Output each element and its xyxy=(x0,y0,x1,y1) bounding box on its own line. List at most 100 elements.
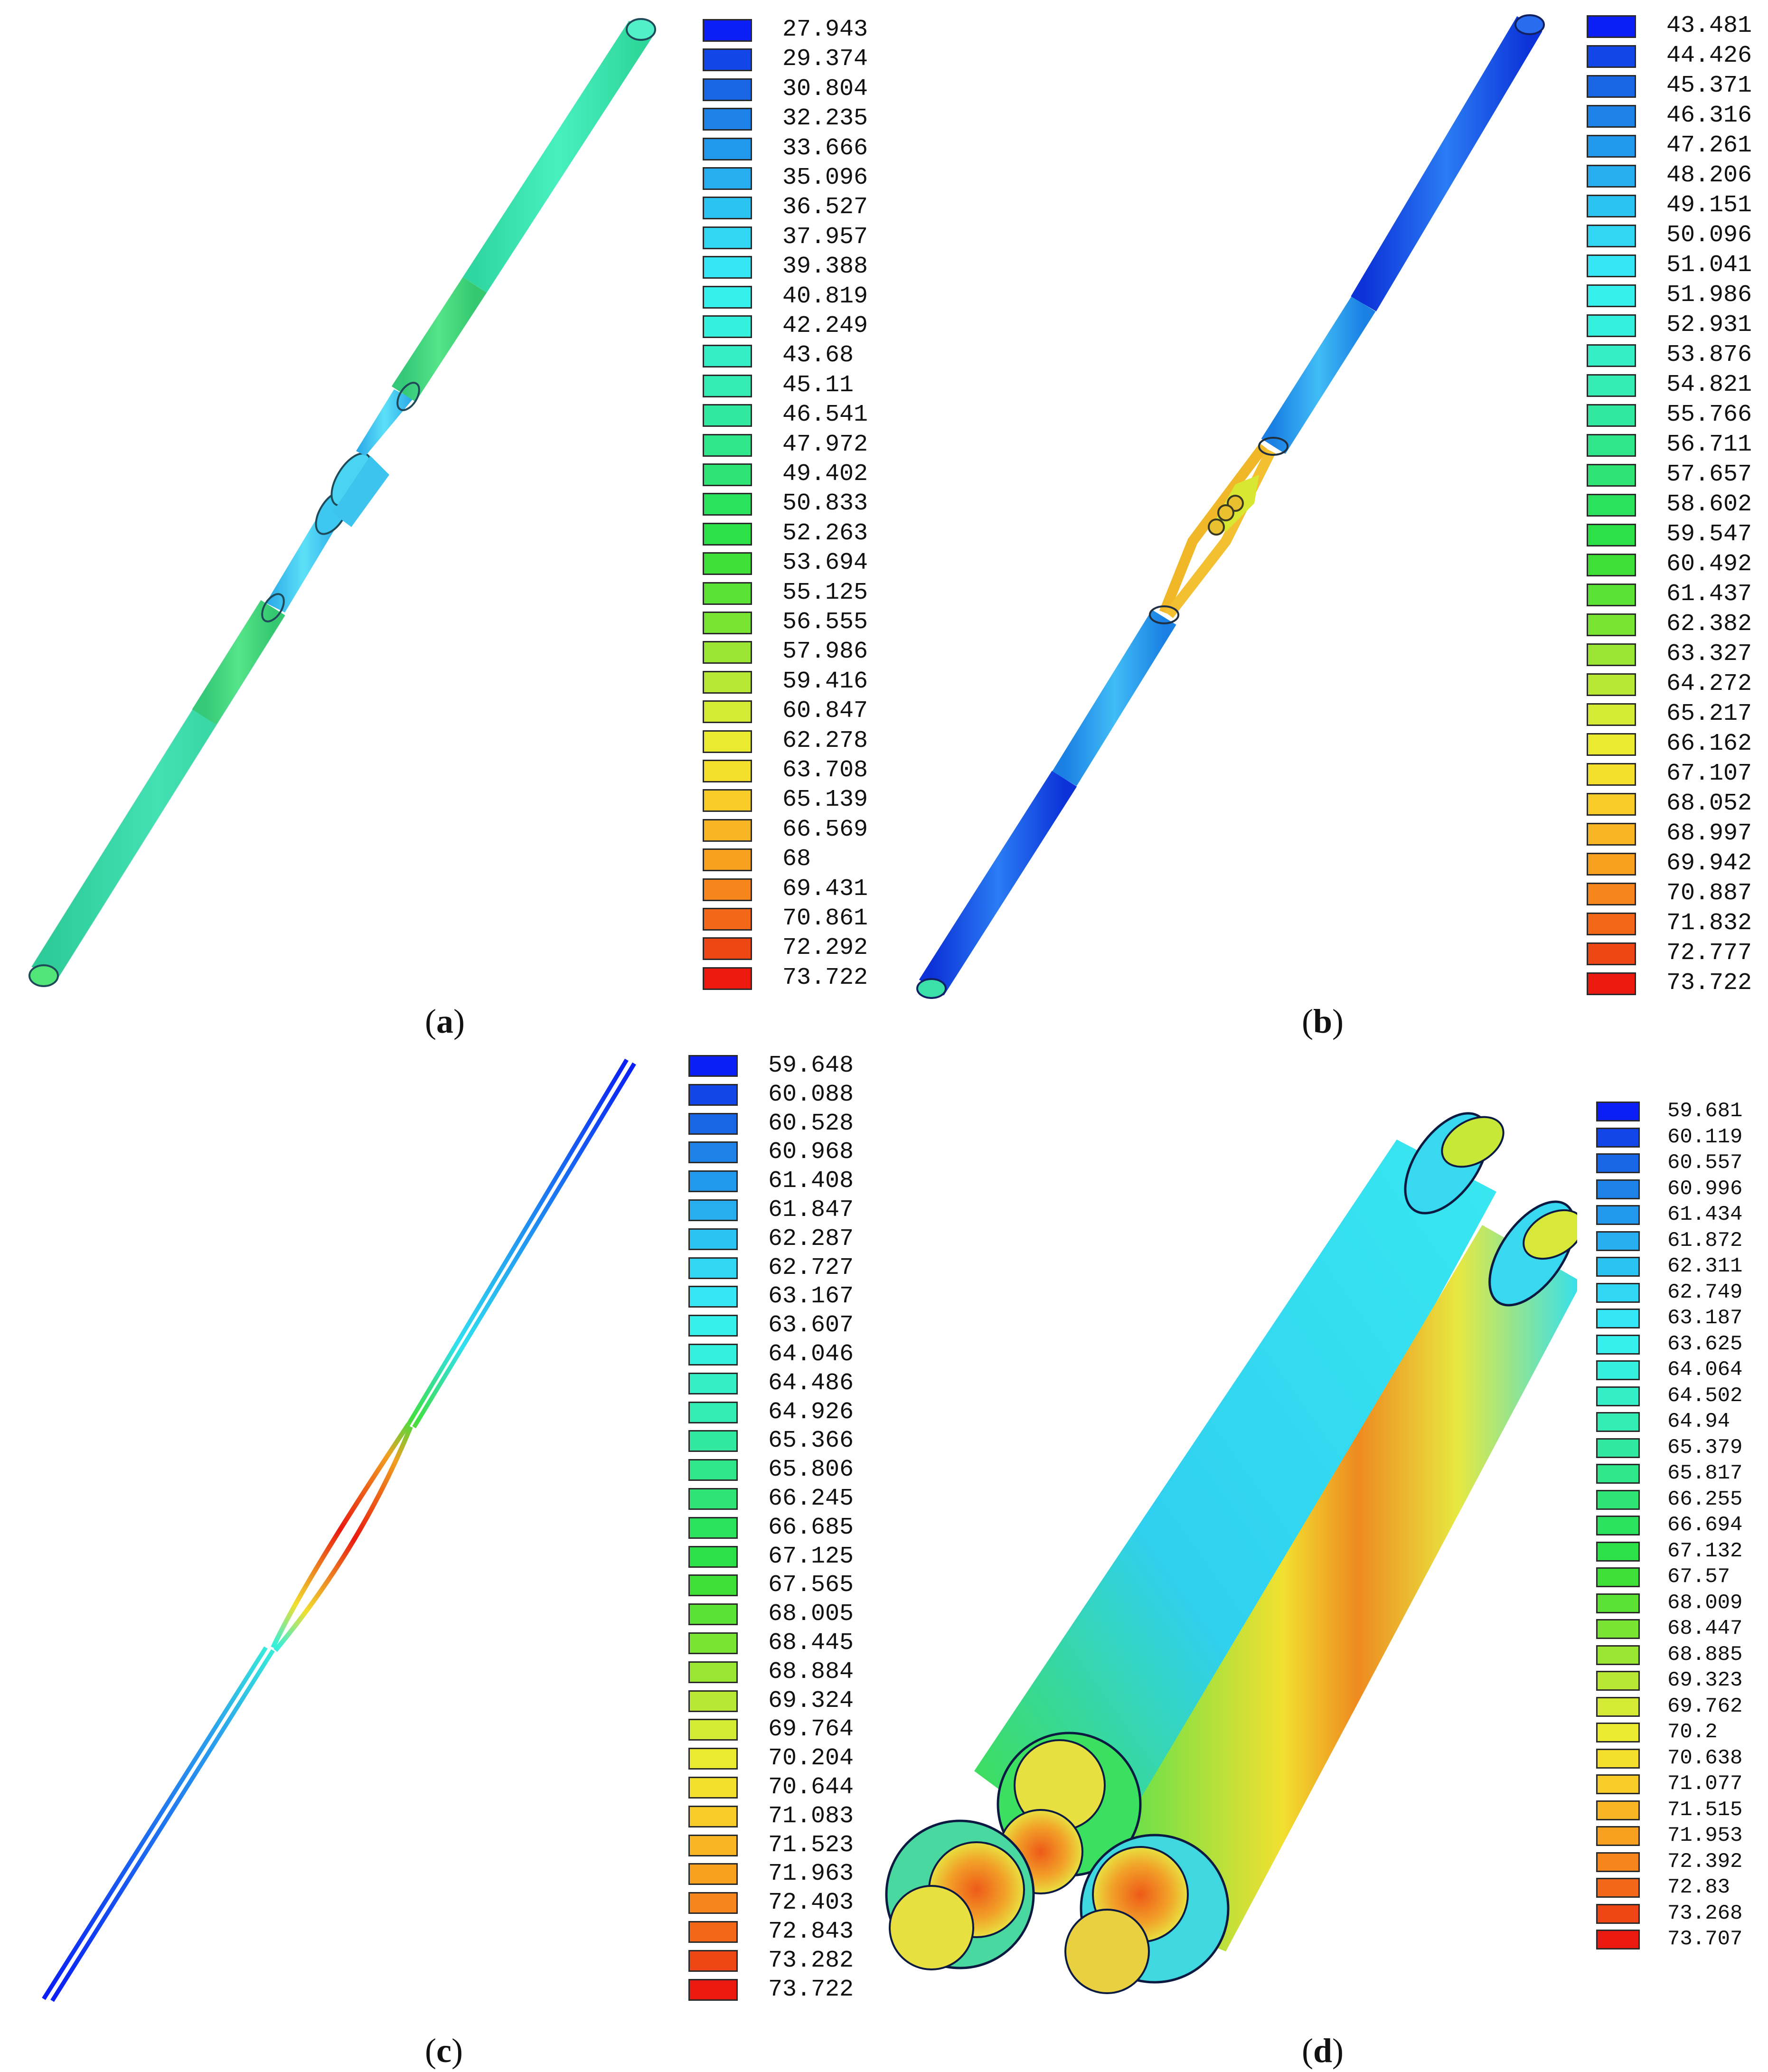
legend-value: 50.096 xyxy=(1666,222,1752,249)
legend-swatch xyxy=(1596,1619,1640,1639)
legend-value: 68.009 xyxy=(1667,1591,1743,1615)
legend-value: 71.523 xyxy=(768,1831,854,1859)
legend-value: 72.83 xyxy=(1667,1875,1730,1899)
legend-swatch xyxy=(703,760,752,782)
legend-swatch xyxy=(688,1257,738,1279)
legend-swatch xyxy=(1587,404,1636,427)
legend-swatch xyxy=(688,1170,738,1193)
legend-swatch xyxy=(688,1459,738,1481)
legend-value: 61.872 xyxy=(1667,1228,1743,1253)
legend-value: 46.316 xyxy=(1666,102,1752,129)
legend-value: 63.187 xyxy=(1667,1306,1743,1330)
legend-swatch xyxy=(703,700,752,724)
legend-value: 45.371 xyxy=(1666,72,1752,99)
legend-swatch xyxy=(1587,314,1636,337)
legend-value: 68.005 xyxy=(768,1601,854,1628)
legend-swatch xyxy=(688,1344,738,1366)
legend-swatch xyxy=(688,1921,738,1943)
legend-swatch xyxy=(1587,105,1636,128)
legend-swatch xyxy=(703,670,752,694)
legend-swatch xyxy=(703,789,752,812)
panel-d-caption: (d) xyxy=(1302,2032,1344,2070)
legend-value: 65.817 xyxy=(1667,1461,1743,1485)
legend-value: 51.986 xyxy=(1666,282,1752,309)
legend-swatch xyxy=(688,1805,738,1827)
legend-value: 68.884 xyxy=(768,1658,854,1686)
panel-c-caption: (c) xyxy=(425,2032,463,2070)
legend-swatch xyxy=(1596,1878,1640,1898)
legend-swatch xyxy=(1596,1231,1640,1251)
legend-value: 64.046 xyxy=(768,1341,854,1368)
legend-value: 70.638 xyxy=(1667,1746,1743,1770)
legend-swatch xyxy=(1596,1309,1640,1328)
legend-value: 60.088 xyxy=(768,1081,854,1108)
legend-value: 59.681 xyxy=(1667,1099,1743,1123)
legend-value: 70.644 xyxy=(768,1774,854,1801)
legend-swatch xyxy=(703,256,752,279)
legend-value: 66.245 xyxy=(768,1485,854,1512)
legend-swatch xyxy=(688,1719,738,1741)
legend-value: 37.957 xyxy=(782,223,868,251)
panel-c-model xyxy=(42,1058,636,2002)
legend-swatch xyxy=(703,730,752,753)
legend-swatch xyxy=(1587,972,1636,995)
legend-swatch xyxy=(1587,763,1636,786)
legend-value: 64.94 xyxy=(1667,1410,1730,1433)
legend-value: 72.777 xyxy=(1666,940,1752,967)
legend-swatch xyxy=(688,1690,738,1712)
legend-swatch xyxy=(1596,1723,1640,1742)
legend-swatch xyxy=(1596,1386,1640,1406)
legend-swatch xyxy=(1596,1205,1640,1225)
legend-swatch xyxy=(1587,344,1636,367)
legend-value: 69.942 xyxy=(1666,850,1752,877)
legend-value: 60.996 xyxy=(1667,1177,1743,1201)
legend-value: 30.804 xyxy=(782,75,868,103)
legend-swatch xyxy=(1587,75,1636,98)
legend-swatch xyxy=(1587,793,1636,816)
legend-value: 64.486 xyxy=(768,1369,854,1397)
legend-value: 32.235 xyxy=(782,105,868,132)
legend-value: 71.077 xyxy=(1667,1772,1743,1796)
legend-value: 71.963 xyxy=(768,1860,854,1888)
legend-value: 60.557 xyxy=(1667,1151,1743,1175)
legend-swatch xyxy=(703,937,752,961)
legend-swatch xyxy=(703,167,752,190)
legend-swatch xyxy=(1596,1774,1640,1794)
legend-value: 49.151 xyxy=(1666,192,1752,219)
legend-value: 61.847 xyxy=(768,1196,854,1224)
legend-swatch xyxy=(703,78,752,101)
legend-swatch xyxy=(688,1950,738,1972)
legend-value: 72.292 xyxy=(782,934,868,962)
legend-value: 67.125 xyxy=(768,1543,854,1570)
legend-value: 59.416 xyxy=(782,668,868,695)
legend-value: 68.447 xyxy=(1667,1617,1743,1640)
legend-swatch xyxy=(1596,1282,1640,1303)
legend-value: 60.492 xyxy=(1666,551,1752,578)
legend-value: 59.547 xyxy=(1666,521,1752,548)
legend-value: 54.821 xyxy=(1666,371,1752,398)
panel-b-caption: (b) xyxy=(1302,1002,1344,1040)
legend-swatch xyxy=(1596,1800,1640,1820)
legend-value: 73.282 xyxy=(768,1947,854,1974)
legend-swatch xyxy=(703,878,752,901)
legend-swatch xyxy=(1587,284,1636,307)
legend-value: 68.445 xyxy=(768,1629,854,1657)
legend-value: 64.064 xyxy=(1667,1358,1743,1382)
legend-value: 46.541 xyxy=(782,401,868,429)
legend-value: 39.388 xyxy=(782,253,868,281)
legend-swatch xyxy=(1596,1567,1640,1587)
legend-swatch xyxy=(688,1141,738,1164)
legend-swatch xyxy=(1587,913,1636,935)
legend-swatch xyxy=(1596,1748,1640,1769)
legend-swatch xyxy=(703,612,752,634)
legend-value: 44.426 xyxy=(1666,42,1752,69)
legend-swatch xyxy=(703,908,752,931)
legend-value: 62.278 xyxy=(782,727,868,754)
legend-swatch xyxy=(1587,254,1636,277)
legend-swatch xyxy=(1596,1826,1640,1846)
panel-a-model xyxy=(28,18,656,987)
legend-swatch xyxy=(1587,225,1636,247)
legend-swatch xyxy=(688,1545,738,1568)
legend-value: 47.261 xyxy=(1666,132,1752,159)
legend-value: 67.565 xyxy=(768,1572,854,1599)
